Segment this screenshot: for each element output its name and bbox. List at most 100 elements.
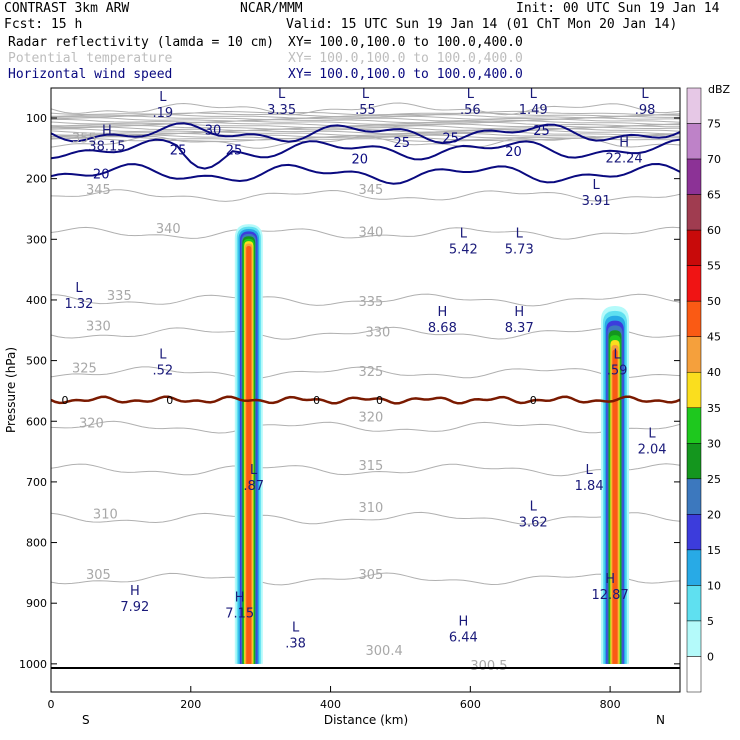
extremum-type: L bbox=[278, 87, 286, 102]
colorbar-level-label: 60 bbox=[707, 224, 721, 237]
theta-contour-310 bbox=[51, 511, 680, 525]
extremum-value: 8.37 bbox=[505, 321, 534, 336]
y-tick-label: 200 bbox=[26, 173, 47, 186]
theta-label: 320 bbox=[359, 410, 384, 425]
colorbar-level-label: 40 bbox=[707, 366, 721, 379]
colorbar-swatch bbox=[686, 194, 702, 231]
colorbar-swatch bbox=[686, 620, 702, 657]
theta-contour-stratosphere bbox=[51, 120, 680, 125]
extremum-value: 22.24 bbox=[605, 151, 642, 166]
extremum-value: .19 bbox=[152, 106, 173, 121]
wind-label: 25 bbox=[393, 136, 410, 151]
extremum-value: 7.92 bbox=[120, 600, 149, 615]
theta-contour-315 bbox=[51, 463, 680, 477]
extremum-value: 5.42 bbox=[449, 242, 478, 257]
extremum-type: L bbox=[292, 621, 300, 636]
theta-label: 345 bbox=[359, 183, 384, 198]
extremum-value: .98 bbox=[635, 103, 656, 118]
colorbar-swatch bbox=[686, 229, 702, 266]
colorbar-level-label: 50 bbox=[707, 295, 721, 308]
wind-contour-30 bbox=[51, 122, 680, 145]
extremum-type: H bbox=[514, 305, 524, 320]
y-tick-label: 300 bbox=[26, 233, 47, 246]
theta-contour-stratosphere bbox=[51, 123, 680, 128]
wind-label: 25 bbox=[533, 124, 550, 139]
valid-time: Valid: 15 UTC Sun 19 Jan 14 (01 ChT Mon … bbox=[286, 17, 677, 32]
theta-contour-325 bbox=[51, 366, 680, 380]
wind-speed-contours bbox=[51, 122, 680, 185]
colorbar-level-label: 75 bbox=[707, 118, 721, 131]
x-axis: 0 200 400 600 800 bbox=[48, 686, 621, 711]
theta-label: 305 bbox=[359, 568, 384, 583]
colorbar-swatch bbox=[686, 407, 702, 444]
extremum-value: 7.15 bbox=[225, 606, 254, 621]
theta-label: 305 bbox=[86, 568, 111, 583]
colorbar-swatch bbox=[686, 371, 702, 409]
wind-label: 30 bbox=[205, 123, 222, 138]
theta-label: 340 bbox=[156, 222, 181, 237]
extremum-value: .52 bbox=[152, 364, 173, 379]
extremum-type: L bbox=[613, 348, 621, 363]
freezing-level-label: 0 bbox=[61, 394, 68, 407]
reflectivity-band-0-9 bbox=[246, 245, 252, 664]
y-tick-label: 1000 bbox=[19, 658, 47, 671]
theta-label: 325 bbox=[72, 362, 97, 377]
x-tick-label: 400 bbox=[320, 698, 341, 711]
extremum-value: 1.49 bbox=[519, 103, 548, 118]
extremum-value: 12.87 bbox=[592, 588, 629, 603]
extremum-type: L bbox=[648, 427, 656, 442]
institution: NCAR/MMM bbox=[240, 1, 303, 16]
wind-label: 25 bbox=[442, 131, 459, 146]
extremum-value: 1.32 bbox=[64, 297, 93, 312]
extremum-type: L bbox=[250, 463, 258, 478]
extremum-type: L bbox=[75, 281, 83, 296]
y-tick-label: 700 bbox=[26, 476, 47, 489]
colorbar-level-label: 70 bbox=[707, 153, 721, 166]
extremum-value: 1.84 bbox=[575, 479, 604, 494]
colorbar-swatch bbox=[686, 443, 702, 480]
extremum-value: .55 bbox=[355, 103, 376, 118]
colorbar-level-label: 45 bbox=[707, 331, 721, 344]
y-tick-label: 900 bbox=[26, 597, 47, 610]
x-tick-label: 600 bbox=[460, 698, 481, 711]
extremum-type: H bbox=[130, 584, 140, 599]
theta-contour-stratosphere bbox=[51, 118, 680, 124]
x-axis-end-label: N bbox=[656, 713, 665, 727]
colorbar-swatch bbox=[686, 585, 702, 622]
extremum-type: L bbox=[159, 348, 167, 363]
extremum-type: L bbox=[586, 463, 594, 478]
contour-labels: 355 345 345 340 340 335 335 330 330 325 325 320 320 3… bbox=[64, 87, 666, 674]
colorbar-swatch bbox=[686, 87, 702, 124]
theta-label: 310 bbox=[359, 501, 384, 516]
extremum-value: .56 bbox=[460, 103, 481, 118]
theta-label: 335 bbox=[107, 289, 132, 304]
theta-label: 340 bbox=[359, 225, 384, 240]
colorbar: 0 5 10 15 20 25 30 35 40 45 50 55 60 65 70 75 bbox=[686, 87, 721, 693]
field-wind-name: Horizontal wind speed bbox=[8, 67, 172, 82]
theta-label: 330 bbox=[366, 325, 391, 340]
extremum-type: H bbox=[437, 305, 447, 320]
extremum-value: 5.73 bbox=[505, 242, 534, 257]
extremum-type: L bbox=[641, 87, 649, 102]
x-tick-label: 0 bbox=[48, 698, 55, 711]
reflectivity-columns bbox=[234, 224, 630, 664]
wind-label: 25 bbox=[170, 143, 187, 158]
colorbar-level-label: 5 bbox=[707, 615, 714, 628]
colorbar-swatch bbox=[686, 656, 702, 693]
y-tick-label: 800 bbox=[26, 537, 47, 550]
extremum-type: H bbox=[458, 615, 468, 630]
extremum-type: H bbox=[605, 572, 615, 587]
theta-label: 330 bbox=[86, 319, 111, 334]
init-time: Init: 00 UTC Sun 19 Jan 14 bbox=[516, 1, 720, 16]
extremum-type: H bbox=[102, 123, 112, 138]
colorbar-swatch bbox=[686, 123, 702, 160]
colorbar-swatch bbox=[686, 514, 702, 551]
y-axis-label: Pressure (hPa) bbox=[4, 347, 18, 433]
colorbar-level-label: 25 bbox=[707, 473, 721, 486]
colorbar-level-label: 20 bbox=[707, 508, 721, 521]
theta-label: 300.4 bbox=[366, 644, 403, 659]
theta-label: 300.5 bbox=[470, 659, 507, 674]
